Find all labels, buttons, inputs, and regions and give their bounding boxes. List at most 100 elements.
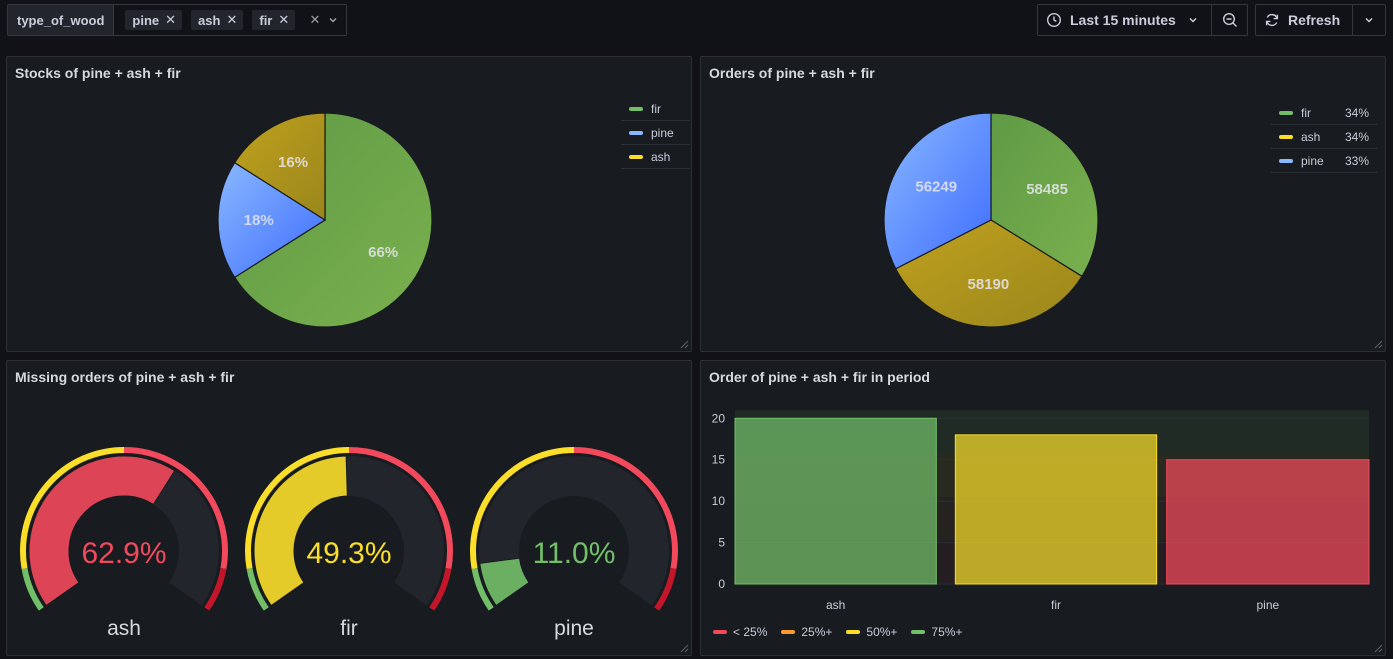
- chip-label: ash: [198, 12, 221, 28]
- legend-label: pine: [651, 125, 674, 140]
- bar-fir[interactable]: [954, 434, 1158, 585]
- gauge-threshold-band: [654, 567, 677, 611]
- gauge-value-text: 62.9%: [81, 537, 166, 570]
- time-range-picker[interactable]: Last 15 minutes: [1038, 5, 1211, 35]
- gauge-value-arc: [479, 557, 530, 607]
- pie-slice-pine[interactable]: [217, 161, 327, 279]
- orders-pie-chart: 58485 58190 56249: [883, 112, 1099, 328]
- legend-label: ash: [651, 149, 671, 164]
- legend-percent: 34%: [1344, 105, 1369, 120]
- x-tick-label: pine: [1256, 598, 1279, 612]
- chip-ash: ash ✕: [191, 10, 244, 30]
- legend-label: 25%+: [801, 625, 833, 639]
- gauge-name: ash: [107, 617, 141, 640]
- refresh-interval-button[interactable]: [1352, 5, 1385, 35]
- legend-item-lt25[interactable]: < 25%: [713, 625, 767, 639]
- orders-panel: Orders of pine + ash + fir 58485 58190 562…: [700, 56, 1386, 352]
- legend-label: 75%+: [931, 625, 963, 639]
- panel-title[interactable]: Stocks of pine + ash + fir: [15, 65, 181, 81]
- legend-label: fir: [651, 101, 661, 116]
- remove-chip-icon[interactable]: ✕: [226, 12, 238, 27]
- chevron-down-icon: [1189, 17, 1197, 23]
- pie-slice-ash[interactable]: [233, 112, 326, 222]
- panel-title[interactable]: Order of pine + ash + fir in period: [709, 369, 930, 385]
- pie-slice-pine[interactable]: [883, 112, 992, 270]
- pie-label-pine: 18%: [244, 212, 274, 229]
- refresh-group: Refresh: [1255, 4, 1386, 36]
- gauge-name: fir: [340, 617, 358, 640]
- legend-item-pine[interactable]: pine 33%: [1271, 149, 1377, 173]
- pie-label-fir: 58485: [1026, 181, 1068, 198]
- legend-swatch: [1279, 134, 1293, 139]
- legend-item-75plus[interactable]: 75%+: [911, 625, 962, 639]
- y-tick-label: 0: [718, 577, 725, 591]
- gauge-fir[interactable]: 49.3% fir: [245, 447, 453, 640]
- resize-handle-icon[interactable]: [1373, 339, 1383, 349]
- bar-pine[interactable]: [1166, 459, 1370, 585]
- resize-handle-icon[interactable]: [679, 339, 689, 349]
- legend-item-ash[interactable]: ash 34%: [1271, 125, 1377, 149]
- remove-chip-icon[interactable]: ✕: [278, 12, 290, 27]
- gauge-threshold-band: [21, 567, 44, 611]
- gauge-track: [478, 456, 669, 606]
- bar-ash[interactable]: [734, 417, 937, 585]
- gauge-value-arc: [253, 455, 348, 607]
- legend-item-ash[interactable]: ash: [621, 145, 689, 169]
- variable-value-input[interactable]: pine ✕ ash ✕ fir ✕ ✕: [114, 5, 347, 35]
- zoom-out-button[interactable]: [1211, 5, 1247, 35]
- legend-item-pine[interactable]: pine: [621, 121, 689, 145]
- legend-swatch: [1279, 158, 1293, 163]
- chevron-down-icon[interactable]: [328, 15, 338, 25]
- gauge-threshold-band: [470, 447, 575, 570]
- period-bar-chart: 0 5 10 15 20 ash fir pine: [712, 410, 1370, 612]
- bar-legend: < 25% 25%+ 50%+ 75%+: [713, 625, 962, 639]
- missing-orders-panel: Missing orders of pine + ash + fir 62.9%…: [6, 360, 692, 656]
- sync-icon: [1265, 13, 1279, 27]
- zoom-out-icon: [1222, 12, 1237, 27]
- stocks-legend: fir pine ash: [621, 97, 689, 169]
- chevron-down-icon: [1365, 17, 1373, 23]
- stocks-pie-chart: 66% 18% 16%: [217, 112, 433, 328]
- legend-item-fir[interactable]: fir: [621, 97, 689, 121]
- panel-title[interactable]: Missing orders of pine + ash + fir: [15, 369, 235, 385]
- gauge-name: pine: [554, 617, 594, 640]
- legend-label: 50%+: [866, 625, 898, 639]
- panel-title[interactable]: Orders of pine + ash + fir: [709, 65, 875, 81]
- gauge-threshold-band: [245, 447, 350, 570]
- gauge-pine[interactable]: 11.0% pine: [470, 447, 678, 640]
- legend-swatch: [629, 154, 643, 159]
- legend-item-50plus[interactable]: 50%+: [846, 625, 897, 639]
- gauge-threshold-band: [123, 447, 228, 570]
- pie-label-ash: 58190: [968, 276, 1010, 293]
- pie-label-fir: 66%: [368, 244, 398, 261]
- gauge-threshold-band: [573, 447, 678, 570]
- legend-item-25plus[interactable]: 25%+: [781, 625, 832, 639]
- remove-chip-icon[interactable]: ✕: [165, 12, 177, 27]
- refresh-button[interactable]: Refresh: [1256, 5, 1352, 35]
- pie-label-pine: 56249: [915, 179, 957, 196]
- gauge-ash[interactable]: 62.9% ash: [20, 447, 228, 640]
- pie-slice-ash[interactable]: [894, 219, 1083, 328]
- chip-label: fir: [259, 12, 273, 28]
- orders-legend: fir 34% ash 34% pine 33%: [1271, 101, 1377, 173]
- legend-percent: 33%: [1344, 153, 1369, 168]
- chip-label: pine: [132, 12, 160, 28]
- y-tick-label: 10: [712, 494, 726, 508]
- x-tick-label: fir: [1051, 598, 1061, 612]
- legend-label: < 25%: [733, 625, 768, 639]
- legend-swatch: [629, 130, 643, 135]
- period-orders-panel: Order of pine + ash + fir in period 0 5 10…: [700, 360, 1386, 656]
- resize-handle-icon[interactable]: [1373, 643, 1383, 653]
- gauge-threshold-band: [429, 567, 452, 611]
- gauge-threshold-band: [471, 567, 494, 611]
- resize-handle-icon[interactable]: [679, 643, 689, 653]
- pie-slice-fir[interactable]: [990, 112, 1099, 278]
- clear-icon[interactable]: ✕: [309, 12, 321, 27]
- gauge-value-text: 11.0%: [533, 537, 616, 570]
- pie-slice-fir[interactable]: [233, 112, 433, 328]
- gauge-threshold-band: [348, 447, 453, 570]
- y-tick-label: 20: [712, 411, 726, 425]
- legend-swatch: [629, 106, 643, 111]
- gauge-threshold-band: [20, 447, 125, 570]
- legend-item-fir[interactable]: fir 34%: [1271, 101, 1377, 125]
